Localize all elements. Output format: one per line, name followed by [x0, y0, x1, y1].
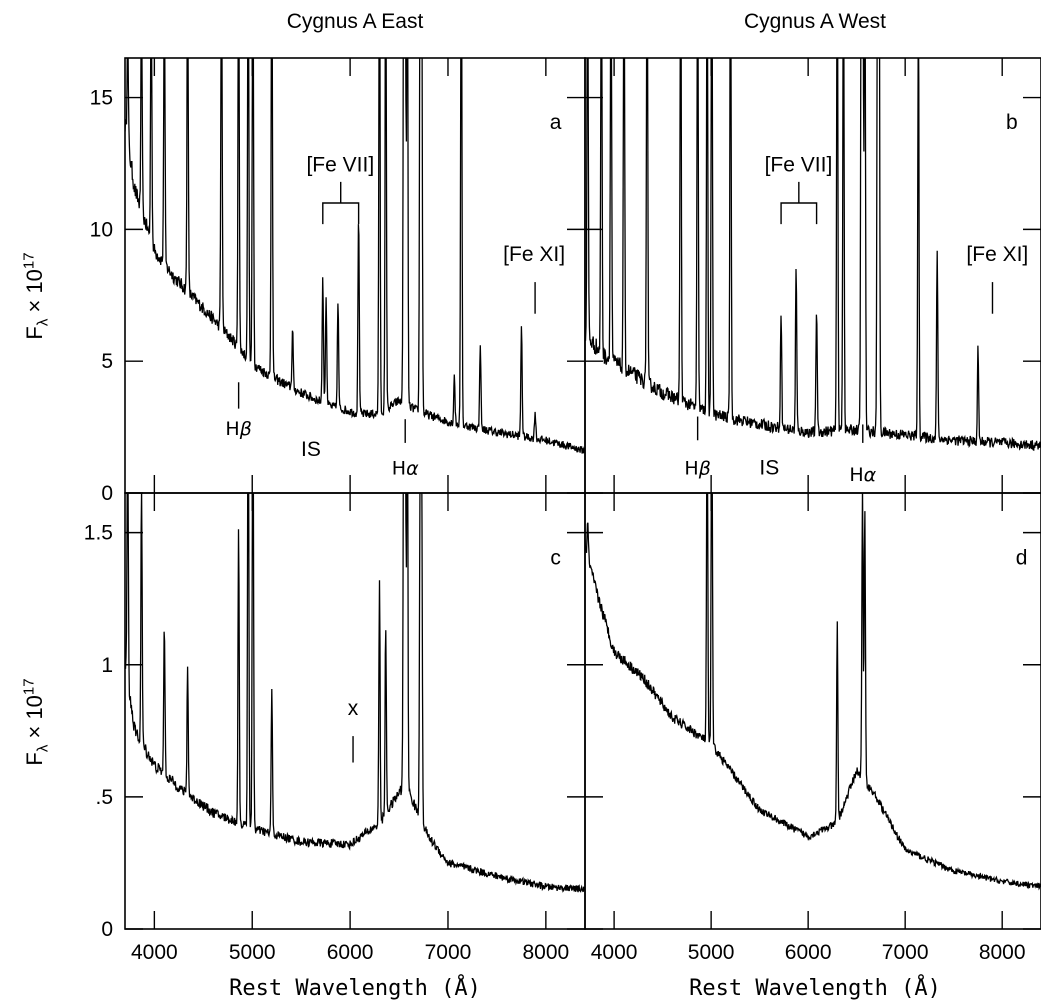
xtick-label-c: 8000 [522, 941, 569, 964]
spectrum-line-a [125, 58, 585, 454]
title-west: Cygnus A West [743, 10, 887, 33]
title-east: Cygnus A East [286, 10, 424, 33]
annotation-b: [Fe VII] [765, 153, 833, 176]
ytick-label-a: 10 [90, 218, 113, 241]
annotation-a: IS [301, 438, 321, 461]
ytick-label-c: 0 [101, 918, 113, 941]
annotation-b: b [1006, 111, 1018, 134]
xtick-label-c: 6000 [327, 941, 374, 964]
xtick-label-d: 5000 [688, 941, 735, 964]
x-axis-label-right: Rest Wavelength (Å) [689, 976, 941, 1001]
xtick-label-d: 4000 [591, 941, 638, 964]
xtick-label-d: 7000 [882, 941, 929, 964]
y-axis-label-top: Fλ × 1017 [20, 252, 52, 340]
ytick-label-c: 1.5 [84, 522, 113, 545]
xtick-label-d: 8000 [979, 941, 1026, 964]
ytick-label-a: 0 [101, 482, 113, 505]
ytick-label-c: 1 [101, 654, 113, 677]
annotation-c: x [348, 697, 359, 720]
xtick-label-c: 7000 [425, 941, 472, 964]
ytick-label-c: .5 [95, 786, 113, 809]
line-label-b: Hβ [684, 458, 710, 480]
spectrum-line-b [585, 58, 1041, 452]
y-axis-label-bottom: Fλ × 1017 [20, 678, 52, 766]
fe-vii-bracket-a [322, 181, 360, 225]
line-label-a: Hα [392, 458, 419, 480]
panel-frame-a [124, 57, 586, 494]
line-label-a: Hβ [225, 418, 251, 440]
xtick-label-c: 4000 [131, 941, 178, 964]
fe-vii-bracket-b [780, 181, 818, 225]
annotation-b: [Fe XI] [966, 243, 1028, 266]
line-label-b: Hα [849, 464, 876, 486]
xtick-label-d: 6000 [785, 941, 832, 964]
annotation-b: IS [759, 457, 779, 480]
annotation-d: d [1016, 546, 1028, 569]
x-axis-label-left: Rest Wavelength (Å) [229, 976, 481, 1001]
ytick-label-a: 5 [101, 350, 113, 373]
spectrum-line-c [125, 493, 585, 893]
annotation-a: [Fe VII] [306, 153, 374, 176]
ytick-label-a: 15 [90, 87, 113, 110]
spectrum-line-d [585, 493, 1041, 891]
annotation-a: [Fe XI] [503, 243, 565, 266]
xtick-label-c: 5000 [229, 941, 276, 964]
panel-frame-d [584, 492, 1041, 930]
annotation-c: c [550, 546, 561, 569]
annotation-a: a [550, 111, 562, 134]
